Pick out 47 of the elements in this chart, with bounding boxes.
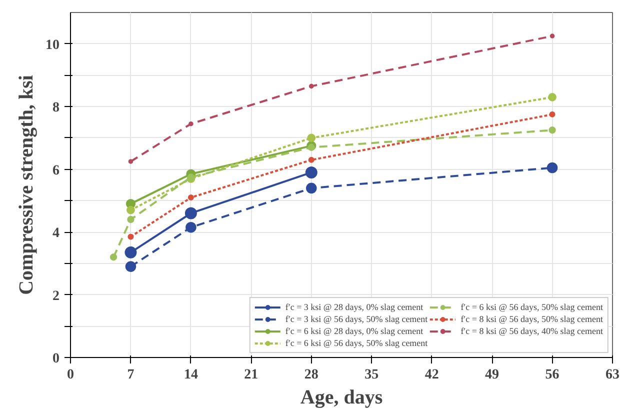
- x-tick-label: 7: [127, 368, 134, 382]
- x-tick-label: 28: [304, 368, 318, 382]
- point: [306, 182, 317, 194]
- y-tick-label: 2: [52, 288, 60, 304]
- legend-label: f′c = 8 ksi @ 56 days, 40% slag cement: [460, 326, 603, 336]
- point: [307, 134, 316, 142]
- y-tick-label: 8: [52, 100, 60, 116]
- x-tick-label: 21: [244, 368, 258, 382]
- x-tick-label: 35: [364, 368, 379, 382]
- legend-label: f′c = 6 ksi @ 56 days, 50% slag cement: [460, 302, 603, 312]
- x-tick-label: 0: [67, 368, 74, 382]
- x-tick-label: 49: [485, 368, 500, 382]
- legend-label: f′c = 6 ksi @ 28 days, 0% slag cement: [285, 326, 424, 336]
- point: [128, 159, 134, 164]
- point: [184, 207, 197, 220]
- x-tick-label: 42: [424, 368, 439, 382]
- point: [110, 254, 118, 261]
- point: [305, 166, 318, 178]
- point: [308, 84, 314, 89]
- legend-label: f′c = 6 ksi @ 56 days, 50% slag cement: [285, 338, 428, 348]
- point: [550, 34, 555, 38]
- point: [548, 92, 556, 102]
- point: [549, 111, 556, 118]
- point: [308, 156, 314, 163]
- point: [124, 246, 137, 258]
- x-axis-title: Age, days: [300, 386, 383, 408]
- point: [126, 206, 135, 214]
- x-tick-label: 14: [184, 368, 198, 382]
- y-tick-label: 0: [52, 352, 60, 366]
- point: [548, 126, 556, 134]
- point: [125, 261, 136, 272]
- point: [546, 162, 558, 174]
- point: [128, 234, 134, 240]
- point: [308, 144, 315, 151]
- legend-label: f′c = 8 ksi @ 56 days, 50% slag cement: [460, 314, 603, 324]
- point: [186, 222, 196, 233]
- y-tick-label: 4: [52, 226, 60, 242]
- legend-label: f′c = 3 ksi @ 56 days, 50% slag cement: [285, 314, 428, 324]
- x-tick-label: 63: [606, 368, 620, 382]
- point: [127, 216, 134, 224]
- x-tick-label: 56: [545, 368, 560, 382]
- y-tick-label: 10: [46, 38, 60, 53]
- y-tick-label: 6: [52, 163, 60, 178]
- point: [188, 194, 194, 201]
- legend-label: f′c = 3 ksi @ 28 days, 0% slag cement: [285, 302, 424, 312]
- y-axis-title: Compressive strength, ksi: [16, 74, 38, 295]
- point: [188, 121, 194, 126]
